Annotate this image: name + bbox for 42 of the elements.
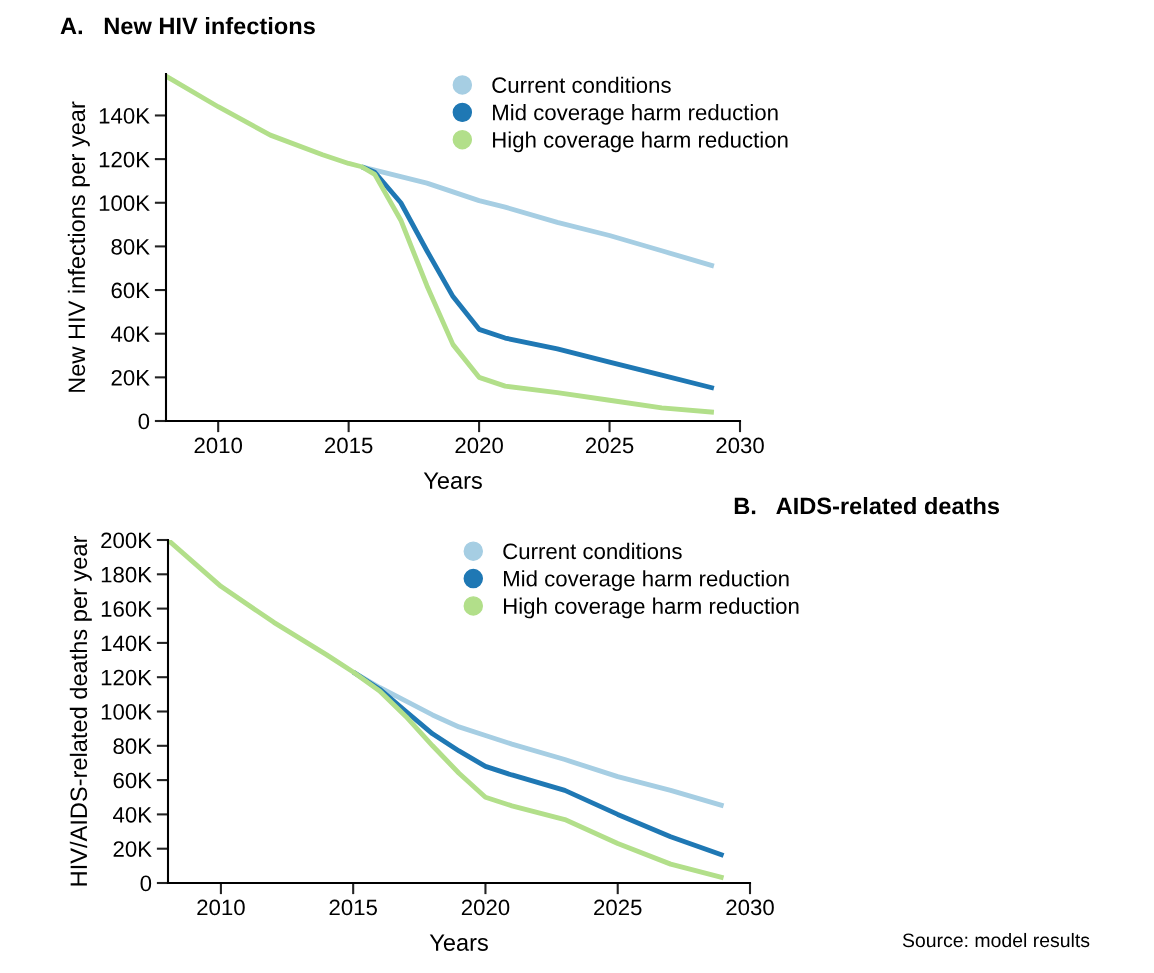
y-tick-label: 20K bbox=[111, 369, 150, 386]
x-tick-label: 2020 bbox=[461, 899, 510, 916]
legend-label: High coverage harm reduction bbox=[493, 131, 788, 153]
x-axis-title: Years bbox=[423, 472, 482, 489]
y-tick-label: 140K bbox=[99, 108, 150, 124]
y-tick-label: 60K bbox=[113, 772, 152, 789]
y-tick-label: 100K bbox=[99, 195, 150, 212]
x-tick-label: 2025 bbox=[585, 437, 634, 454]
y-tick-label: 40K bbox=[111, 326, 150, 342]
y-tick-label: 100K bbox=[101, 704, 152, 720]
y-tick-label: 80K bbox=[111, 238, 150, 255]
x-tick-label: 2025 bbox=[594, 899, 642, 916]
x-tick-label: 2015 bbox=[329, 899, 377, 916]
legend-label: Current conditions bbox=[492, 76, 671, 93]
x-axis-title: Years bbox=[429, 934, 488, 951]
y-tick-label: 0 bbox=[140, 875, 152, 892]
y-tick-label: 120K bbox=[99, 151, 150, 168]
x-tick-label: 2015 bbox=[325, 437, 373, 454]
y-tick-label: 160K bbox=[101, 601, 152, 617]
y-tick-label: 140K bbox=[101, 635, 152, 652]
source-note: Source: model results bbox=[902, 932, 1090, 948]
y-tick-label: 0 bbox=[138, 413, 150, 430]
text: B. AIDS-related deaths bbox=[734, 496, 1000, 515]
y-tick-label: 120K bbox=[101, 669, 152, 686]
x-tick-label: 2010 bbox=[197, 899, 245, 916]
y-axis-title: HIV/AIDS-related deaths per year bbox=[69, 536, 92, 886]
x-tick-label: 2010 bbox=[194, 437, 243, 454]
legend-label: Mid coverage harm reduction bbox=[493, 104, 778, 125]
y-tick-label: 60K bbox=[111, 282, 150, 299]
x-tick-label: 2020 bbox=[455, 437, 503, 454]
y-tick-label: 200K bbox=[101, 532, 152, 549]
x-tick-label: 2030 bbox=[726, 899, 774, 916]
y-tick-label: 180K bbox=[101, 566, 152, 583]
legend-label: Current conditions bbox=[503, 542, 682, 560]
chart-title: A. New HIV infections bbox=[60, 17, 315, 35]
y-tick-label: 80K bbox=[113, 738, 152, 755]
y-tick-label: 20K bbox=[113, 841, 152, 857]
legend-label: High coverage harm reduction bbox=[504, 597, 799, 619]
y-axis-title: New HIV infections per year bbox=[67, 101, 90, 392]
x-tick-label: 2030 bbox=[716, 437, 764, 454]
y-tick-label: 40K bbox=[113, 806, 152, 823]
legend-label: Mid coverage harm reduction bbox=[504, 570, 789, 591]
